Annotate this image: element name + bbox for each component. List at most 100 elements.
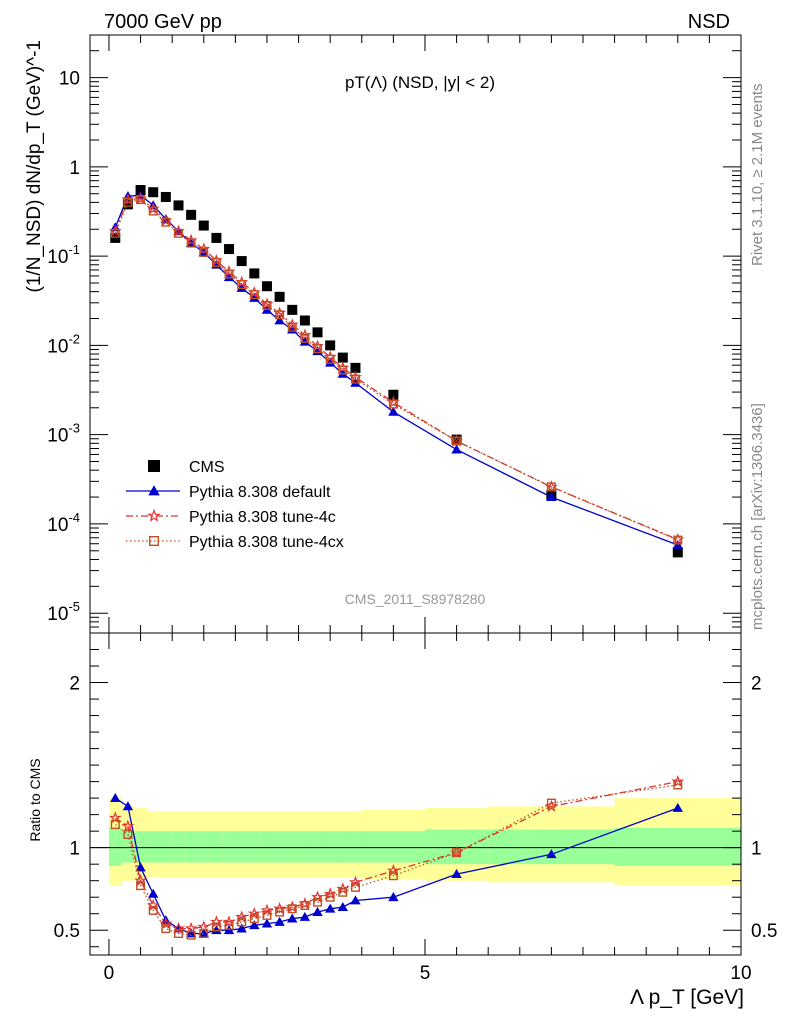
ratio-point-pythia-8-308-default xyxy=(287,913,298,923)
legend-marker-pythia-8-308-tune-4cx xyxy=(148,536,159,547)
ratio-point-pythia-8-308-default xyxy=(110,792,121,803)
data-point-pythia-8-308-tune-4cx xyxy=(161,217,171,227)
uncertainty-band-inner xyxy=(172,831,186,863)
ratio-point-pythia-8-308-default xyxy=(122,801,134,811)
uncertainty-band-inner xyxy=(298,831,312,863)
uncertainty-band-inner xyxy=(121,831,135,863)
ratio-point-pythia-8-308-tune-4c xyxy=(172,921,185,935)
ratio-line-pythia-8-308-default xyxy=(114,797,679,935)
ratio-point-pythia-8-308-tune-4c xyxy=(311,890,324,903)
uncertainty-band-inner xyxy=(248,831,262,863)
mcplots-credit-label: mcplots.cern.ch [arXiv:1306.3436] xyxy=(749,403,766,630)
ratio-point-pythia-8-308-tune-4cx xyxy=(350,882,360,892)
data-point-pythia-8-308-tune-4cx xyxy=(249,290,259,300)
uncertainty-band-inner xyxy=(235,831,249,863)
ratio-point-pythia-8-308-tune-4cx xyxy=(300,900,310,910)
data-point-cms xyxy=(173,200,184,211)
uncertainty-band-inner xyxy=(210,831,224,863)
ratio-point-pythia-8-308-tune-4c xyxy=(387,864,400,877)
y-axis-label-ratio: Ratio to CMS xyxy=(27,758,43,841)
uncertainty-band-inner xyxy=(159,831,173,863)
y-tick-label: 10 xyxy=(59,69,80,90)
ratio-point-pythia-8-308-tune-4c xyxy=(260,903,274,916)
data-point-pythia-8-308-default xyxy=(249,292,260,302)
data-point-cms xyxy=(672,547,683,558)
legend-label-pythia-8-308-tune-4c: Pythia 8.308 tune-4c xyxy=(189,509,336,526)
data-point-cms xyxy=(299,315,310,326)
uncertainty-band-inner xyxy=(108,827,123,866)
ratio-point-pythia-8-308-default xyxy=(198,928,209,938)
ratio-point-pythia-8-308-default xyxy=(546,849,557,859)
ratio-point-pythia-8-308-default xyxy=(299,911,311,921)
x-axis-label: Λ p_T [GeV] xyxy=(630,986,744,1009)
data-point-pythia-8-308-default xyxy=(324,357,336,367)
y-tick-label: 10-3 xyxy=(47,421,80,447)
ratio-point-pythia-8-308-tune-4cx xyxy=(287,904,297,914)
data-point-cms xyxy=(451,434,462,445)
ratio-point-pythia-8-308-tune-4cx xyxy=(186,930,196,940)
ratio-series-pythia-8-308-tune-4cx xyxy=(110,780,683,940)
legend-label-cms: CMS xyxy=(189,459,225,476)
ratio-point-pythia-8-308-tune-4c xyxy=(235,910,249,923)
legend-marker-pythia-8-308-default xyxy=(148,485,160,496)
ratio-point-pythia-8-308-tune-4cx xyxy=(123,829,133,839)
ratio-y-tick-label-right: 1 xyxy=(751,839,762,860)
data-point-cms xyxy=(135,185,146,196)
data-point-pythia-8-308-tune-4cx xyxy=(211,257,221,267)
data-point-pythia-8-308-tune-4cx xyxy=(224,269,234,279)
series-cms xyxy=(110,185,683,558)
x-tick-label: 0 xyxy=(104,963,115,984)
ratio-point-pythia-8-308-tune-4c xyxy=(671,774,685,788)
uncertainty-band-inner xyxy=(488,829,616,865)
data-point-cms xyxy=(274,291,285,302)
data-point-pythia-8-308-tune-4cx xyxy=(287,322,297,332)
series-line-pythia-8-308-tune-4cx xyxy=(114,198,679,541)
y-tick-label: 10-2 xyxy=(47,331,80,357)
data-point-pythia-8-308-tune-4cx xyxy=(325,354,335,364)
ratio-point-pythia-8-308-tune-4cx xyxy=(237,917,247,927)
y-tick-label: 10-4 xyxy=(47,510,80,536)
ratio-point-pythia-8-308-tune-4c xyxy=(273,902,286,915)
ratio-point-pythia-8-308-tune-4c xyxy=(121,819,135,832)
data-point-pythia-8-308-tune-4cx xyxy=(338,365,348,375)
ratio-point-pythia-8-308-tune-4cx xyxy=(673,780,683,790)
chart-title: pT(Λ) (NSD, |y| < 2) xyxy=(345,73,495,92)
legend-marker-pythia-8-308-tune-4c xyxy=(147,508,161,522)
data-point-pythia-8-308-tune-4cx xyxy=(123,197,133,207)
x-tick-label: 5 xyxy=(420,963,431,984)
data-point-pythia-8-308-tune-4cx xyxy=(350,374,360,384)
data-point-pythia-8-308-tune-4cx xyxy=(673,535,683,545)
data-point-pythia-8-308-default xyxy=(236,282,247,292)
uncertainty-band-inner xyxy=(349,831,363,863)
ratio-point-pythia-8-308-default xyxy=(324,903,336,913)
y-tick-label: 1 xyxy=(69,158,80,179)
ratio-y-tick-label-right: 2 xyxy=(751,674,762,695)
ratio-point-pythia-8-308-tune-4cx xyxy=(388,871,398,881)
data-point-cms xyxy=(261,281,272,292)
uncertainty-band-inner xyxy=(361,831,426,863)
header-right-label: NSD xyxy=(688,11,730,33)
ratio-y-tick-label: 0.5 xyxy=(54,921,80,942)
data-point-pythia-8-308-tune-4cx xyxy=(262,300,272,310)
data-point-pythia-8-308-tune-4cx xyxy=(136,195,146,205)
data-point-pythia-8-308-tune-4c xyxy=(197,242,211,255)
ratio-point-pythia-8-308-default xyxy=(274,916,285,926)
ratio-point-pythia-8-308-tune-4cx xyxy=(262,910,272,920)
ratio-point-pythia-8-308-tune-4cx xyxy=(546,798,556,808)
header-left-label: 7000 GeV pp xyxy=(104,11,222,33)
ratio-point-pythia-8-308-default xyxy=(350,895,361,905)
uncertainty-band-inner xyxy=(146,831,161,863)
ratio-point-pythia-8-308-default xyxy=(236,923,247,933)
data-point-cms xyxy=(325,340,336,351)
ratio-point-pythia-8-308-default xyxy=(312,906,323,916)
data-point-cms xyxy=(224,244,235,255)
data-point-cms xyxy=(198,220,209,231)
data-point-cms xyxy=(337,352,348,363)
ratio-point-pythia-8-308-default xyxy=(135,862,146,872)
data-point-pythia-8-308-tune-4cx xyxy=(275,310,285,320)
ratio-point-pythia-8-308-tune-4cx xyxy=(211,922,221,932)
data-point-cms xyxy=(211,232,222,243)
ratio-point-pythia-8-308-tune-4cx xyxy=(224,920,234,930)
series-line-pythia-8-308-default xyxy=(114,194,679,546)
